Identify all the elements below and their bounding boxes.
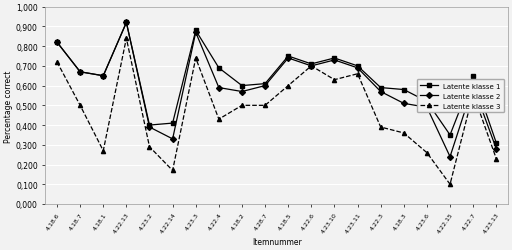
Latente klasse 1 bbox=[77, 71, 83, 74]
Latente klasse 2 bbox=[447, 156, 453, 158]
Latente klasse 3 bbox=[169, 169, 176, 172]
Latente klasse 3 bbox=[100, 150, 106, 152]
Line: Latente klasse 1: Latente klasse 1 bbox=[55, 21, 498, 145]
Latente klasse 1 bbox=[401, 89, 407, 92]
Latente klasse 2 bbox=[123, 22, 130, 25]
X-axis label: Itemnummer: Itemnummer bbox=[252, 237, 302, 246]
Line: Latente klasse 3: Latente klasse 3 bbox=[55, 37, 498, 186]
Latente klasse 3 bbox=[146, 146, 153, 149]
Latente klasse 2 bbox=[470, 85, 476, 88]
Latente klasse 1 bbox=[447, 134, 453, 137]
Latente klasse 3 bbox=[331, 79, 337, 82]
Latente klasse 2 bbox=[54, 42, 60, 44]
Latente klasse 1 bbox=[239, 85, 245, 88]
Latente klasse 3 bbox=[401, 132, 407, 135]
Latente klasse 1 bbox=[193, 30, 199, 33]
Latente klasse 1 bbox=[216, 67, 222, 70]
Latente klasse 3 bbox=[285, 85, 291, 88]
Latente klasse 3 bbox=[262, 104, 268, 108]
Latente klasse 3 bbox=[378, 126, 384, 129]
Latente klasse 1 bbox=[493, 142, 499, 145]
Latente klasse 1 bbox=[123, 22, 130, 25]
Latente klasse 1 bbox=[169, 122, 176, 125]
Latente klasse 1 bbox=[146, 124, 153, 127]
Latente klasse 1 bbox=[354, 65, 360, 68]
Latente klasse 2 bbox=[308, 65, 314, 68]
Latente klasse 2 bbox=[401, 102, 407, 106]
Latente klasse 2 bbox=[239, 91, 245, 94]
Latente klasse 2 bbox=[493, 148, 499, 151]
Latente klasse 1 bbox=[54, 42, 60, 44]
Latente klasse 2 bbox=[378, 91, 384, 94]
Latente klasse 2 bbox=[100, 75, 106, 78]
Latente klasse 1 bbox=[470, 75, 476, 78]
Latente klasse 3 bbox=[354, 73, 360, 76]
Line: Latente klasse 2: Latente klasse 2 bbox=[55, 21, 498, 159]
Latente klasse 2 bbox=[285, 57, 291, 60]
Latente klasse 3 bbox=[54, 61, 60, 64]
Latente klasse 3 bbox=[493, 158, 499, 160]
Latente klasse 1 bbox=[262, 83, 268, 86]
Latente klasse 3 bbox=[470, 92, 476, 96]
Latente klasse 2 bbox=[262, 85, 268, 88]
Latente klasse 3 bbox=[77, 104, 83, 108]
Latente klasse 1 bbox=[285, 55, 291, 58]
Latente klasse 1 bbox=[378, 87, 384, 90]
Latente klasse 1 bbox=[331, 57, 337, 60]
Latente klasse 2 bbox=[146, 126, 153, 129]
Latente klasse 2 bbox=[77, 71, 83, 74]
Latente klasse 1 bbox=[308, 63, 314, 66]
Latente klasse 2 bbox=[331, 59, 337, 62]
Latente klasse 3 bbox=[123, 38, 130, 40]
Latente klasse 2 bbox=[169, 138, 176, 141]
Latente klasse 2 bbox=[424, 106, 430, 109]
Latente klasse 3 bbox=[193, 57, 199, 60]
Y-axis label: Percentage correct: Percentage correct bbox=[4, 70, 13, 142]
Latente klasse 3 bbox=[216, 118, 222, 121]
Latente klasse 1 bbox=[100, 75, 106, 78]
Latente klasse 1 bbox=[424, 100, 430, 103]
Latente klasse 3 bbox=[308, 65, 314, 68]
Latente klasse 2 bbox=[216, 87, 222, 90]
Latente klasse 3 bbox=[447, 183, 453, 186]
Latente klasse 2 bbox=[193, 32, 199, 35]
Latente klasse 2 bbox=[354, 67, 360, 70]
Legend: Latente klasse 1, Latente klasse 2, Latente klasse 3: Latente klasse 1, Latente klasse 2, Late… bbox=[417, 80, 504, 113]
Latente klasse 3 bbox=[239, 104, 245, 108]
Latente klasse 3 bbox=[424, 152, 430, 154]
